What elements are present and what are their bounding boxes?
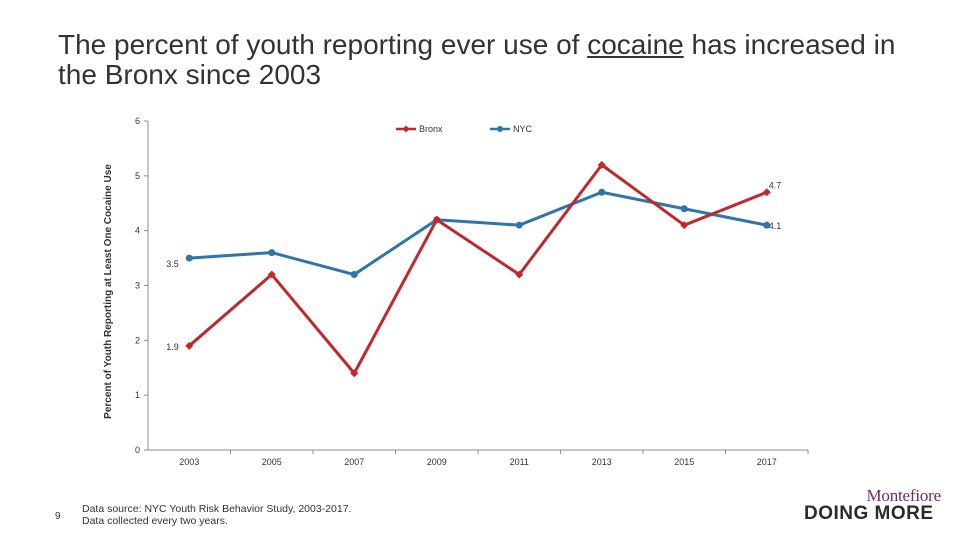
data-point-nyc [268,249,276,257]
logo-tagline: DOING MORE [804,503,934,524]
data-point-nyc [763,221,771,229]
y-tick-label: 3 [135,281,140,291]
data-point-bronx [185,341,194,350]
x-tick-label: 2007 [344,457,364,467]
data-point-nyc [515,221,523,229]
y-tick-label: 2 [135,335,140,345]
y-tick-label: 0 [135,445,140,455]
title-text-end: has increased in the Bronx since 2003 [58,29,896,90]
y-tick-label: 5 [135,171,140,181]
data-point-nyc [185,254,193,262]
page-number: 9 [55,511,61,522]
data-label-bronx: 1.9 [166,342,179,352]
data-label-nyc: 4.1 [769,221,782,231]
y-tick-label: 4 [135,226,140,236]
x-tick-label: 2009 [427,457,447,467]
data-point-bronx [267,270,276,279]
y-axis-title: Percent of Youth Reporting at Least One … [103,164,114,419]
data-point-nyc [350,271,358,279]
legend-swatch-marker [497,126,503,132]
data-point-bronx [762,188,771,197]
slide-title: The percent of youth reporting ever use … [58,30,918,90]
data-point-bronx [680,221,689,230]
series-line-nyc [189,190,768,277]
footnote-frequency: Data collected every two years. [82,515,228,527]
data-point-nyc [598,188,606,196]
title-text-start: The percent of youth reporting ever use … [58,29,588,60]
legend-label: Bronx [419,124,443,134]
footnote: Data source: NYC Youth Risk Behavior Stu… [82,503,351,527]
chart-axes: 0 1 2 3 4 5 6 2003 2005 2007 2009 2011 2013 2015 2017 P… [103,116,809,467]
x-tick-label: 2013 [592,457,612,467]
data-point-bronx [350,369,359,378]
data-label-nyc: 3.5 [166,259,179,269]
data-label-bronx: 4.7 [769,180,782,190]
chart-legend: Bronx NYC [396,124,533,134]
title-emphasis: cocaine [587,29,684,60]
y-tick-label: 6 [135,116,140,126]
data-point-bronx [515,270,524,279]
x-tick-label: 2005 [262,457,282,467]
legend-label: NYC [513,124,533,134]
montefiore-logo: Montefiore DOING MORE [800,486,945,526]
x-tick-label: 2015 [674,457,694,467]
data-point-bronx [432,215,441,224]
data-point-bronx [597,160,606,169]
x-tick-label: 2003 [179,457,199,467]
legend-swatch-marker [402,125,410,133]
data-point-nyc [680,205,688,213]
x-tick-label: 2017 [757,457,777,467]
series-line-bronx [188,163,768,375]
y-tick-label: 1 [135,390,140,400]
logo-brand: Montefiore [866,486,942,505]
footnote-source: Data source: NYC Youth Risk Behavior Stu… [82,503,352,515]
chart-series: 3.5 4.1 1.9 4.7 [166,160,782,378]
x-tick-label: 2011 [510,457,529,467]
